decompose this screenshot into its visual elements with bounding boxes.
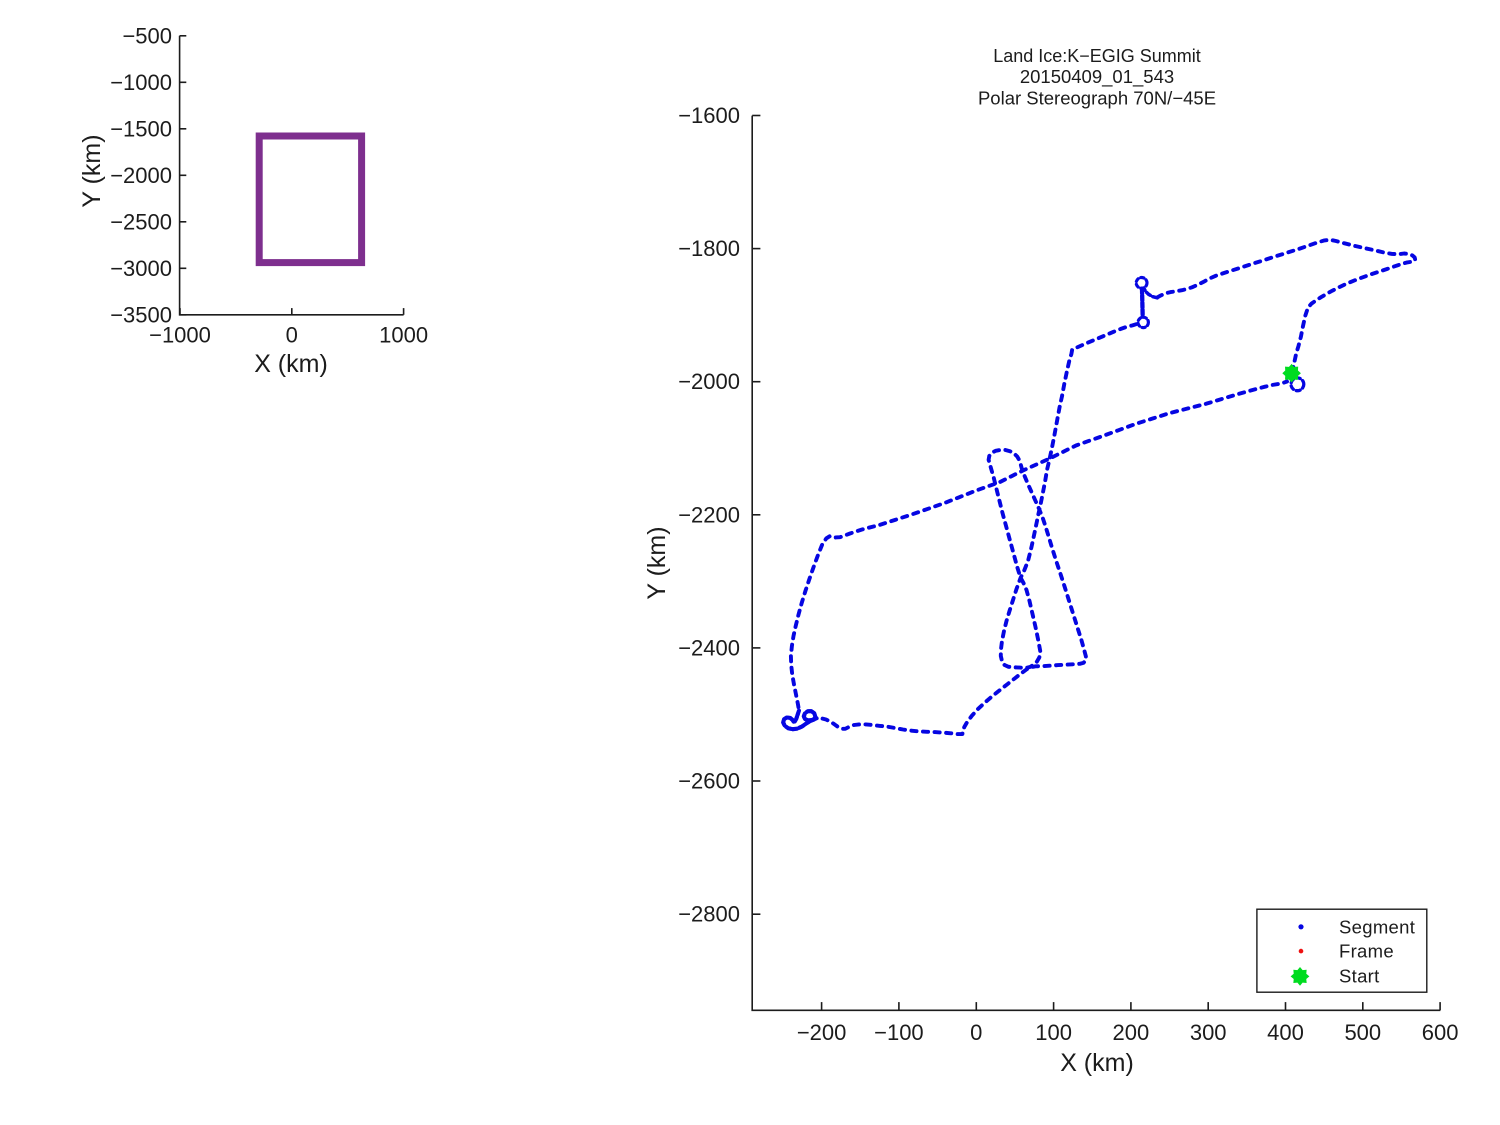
svg-text:200: 200 (1113, 1020, 1150, 1045)
svg-text:−2000: −2000 (678, 369, 740, 394)
svg-text:−3500: −3500 (110, 302, 172, 327)
svg-text:−1000: −1000 (110, 70, 172, 95)
svg-text:Y (km): Y (km) (643, 526, 671, 599)
svg-text:400: 400 (1267, 1020, 1304, 1045)
svg-text:1000: 1000 (379, 323, 428, 348)
svg-text:−2800: −2800 (678, 902, 740, 927)
svg-text:X (km): X (km) (254, 350, 328, 378)
svg-text:Start: Start (1339, 966, 1380, 987)
svg-text:Polar Stereograph 70N/−45E: Polar Stereograph 70N/−45E (978, 88, 1216, 109)
svg-text:Segment: Segment (1339, 916, 1415, 937)
svg-text:0: 0 (970, 1020, 982, 1045)
svg-text:100: 100 (1035, 1020, 1072, 1045)
svg-text:−100: −100 (874, 1020, 924, 1045)
svg-text:0: 0 (286, 323, 298, 348)
svg-text:Frame: Frame (1339, 941, 1394, 962)
svg-text:−2400: −2400 (678, 635, 740, 660)
svg-text:X (km): X (km) (1060, 1049, 1134, 1077)
svg-text:−1600: −1600 (678, 103, 740, 128)
svg-text:20150409_01_543: 20150409_01_543 (1020, 66, 1174, 88)
svg-text:−1500: −1500 (110, 116, 172, 141)
svg-text:600: 600 (1422, 1020, 1459, 1045)
svg-text:−500: −500 (122, 23, 172, 48)
svg-text:300: 300 (1190, 1020, 1227, 1045)
svg-text:Land Ice:K−EGIG Summit: Land Ice:K−EGIG Summit (993, 46, 1201, 66)
svg-text:Y (km): Y (km) (78, 134, 106, 207)
svg-text:−2200: −2200 (678, 502, 740, 527)
svg-text:−3000: −3000 (110, 256, 172, 281)
svg-text:−2000: −2000 (110, 163, 172, 188)
svg-text:500: 500 (1344, 1020, 1381, 1045)
svg-text:−2500: −2500 (110, 209, 172, 234)
svg-text:−2600: −2600 (678, 769, 740, 794)
svg-text:−1000: −1000 (149, 323, 211, 348)
svg-text:−200: −200 (797, 1020, 847, 1045)
svg-text:−1800: −1800 (678, 236, 740, 261)
